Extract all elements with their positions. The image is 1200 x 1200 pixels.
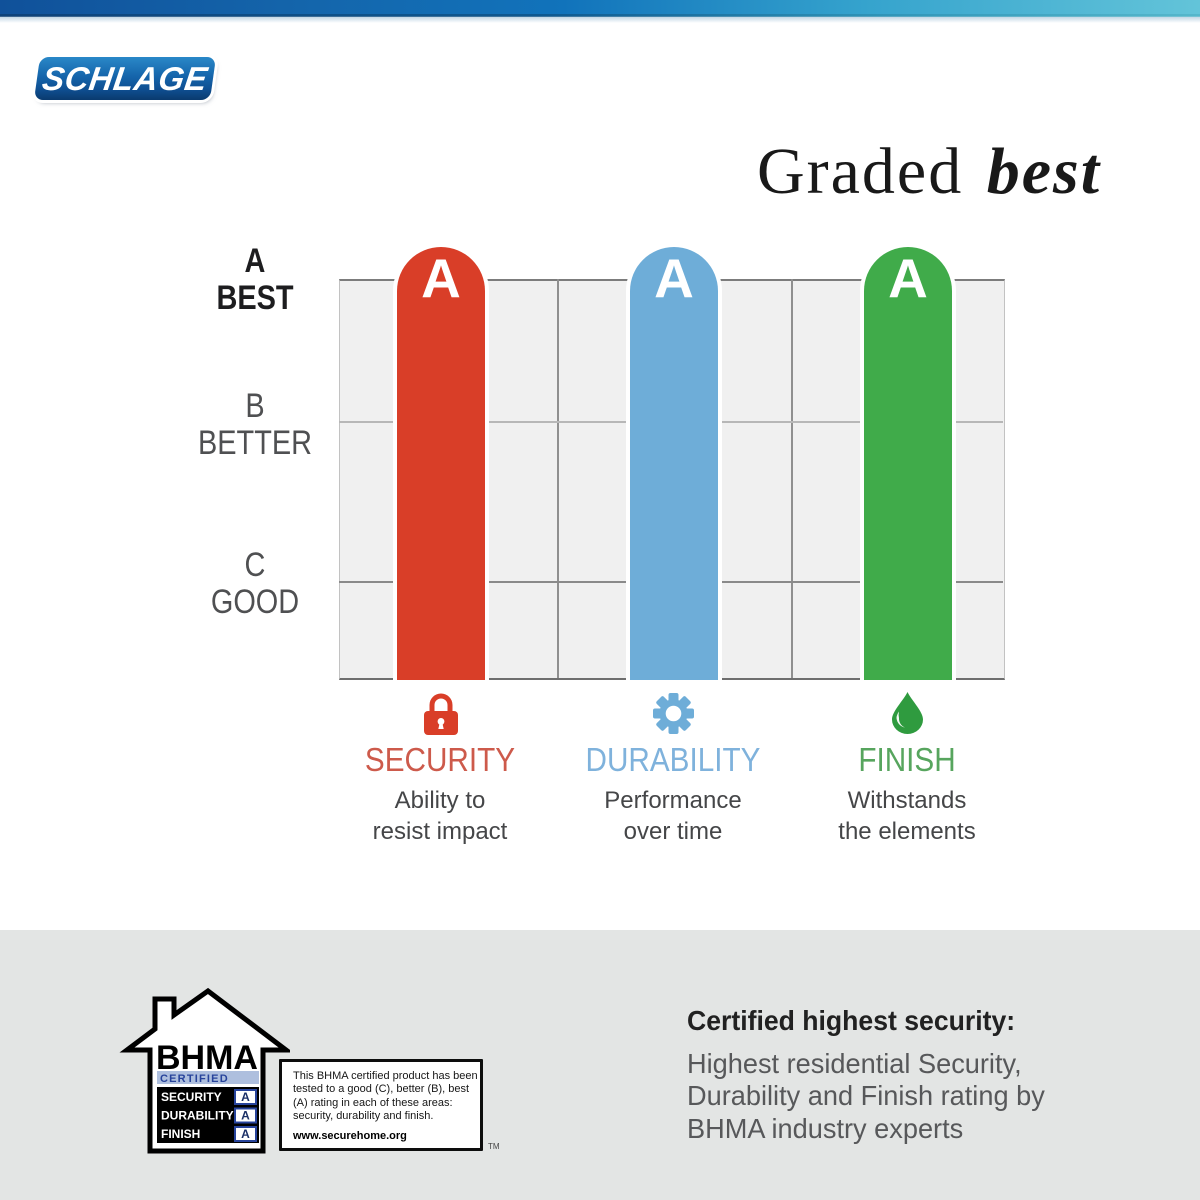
svg-text:BHMA: BHMA xyxy=(156,1039,258,1077)
svg-text:CERTIFIED: CERTIFIED xyxy=(160,1073,229,1085)
svg-text:DURABILITY: DURABILITY xyxy=(161,1109,234,1123)
svg-text:A: A xyxy=(241,1127,250,1141)
svg-text:SECURITY: SECURITY xyxy=(161,1090,222,1104)
svg-text:A: A xyxy=(241,1090,250,1104)
svg-text:FINISH: FINISH xyxy=(161,1127,200,1141)
svg-text:A: A xyxy=(241,1109,250,1123)
